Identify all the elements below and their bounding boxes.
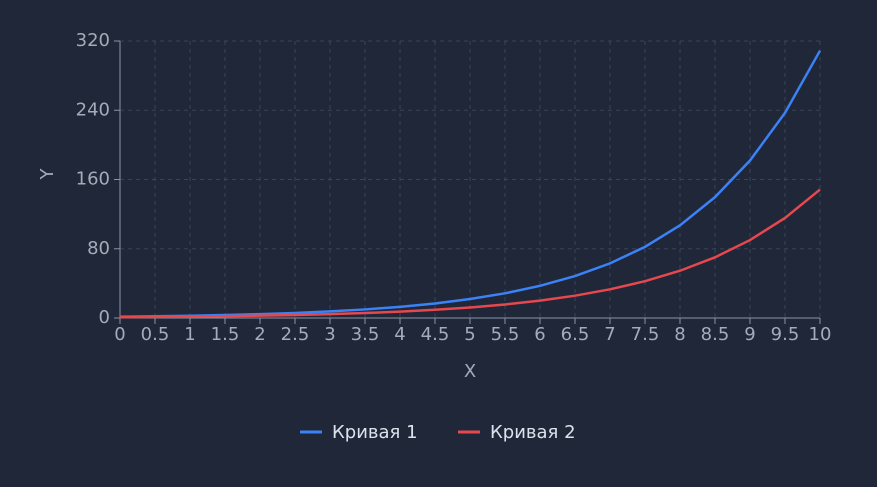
x-tick-label: 0.5	[141, 324, 170, 345]
x-tick-label: 5.5	[491, 324, 520, 345]
legend-label: Кривая 1	[332, 422, 418, 443]
x-tick-label: 0	[114, 324, 125, 345]
y-tick-label: 80	[87, 238, 110, 259]
x-tick-label: 1	[184, 324, 195, 345]
x-tick-label: 4	[394, 324, 405, 345]
x-tick-label: 4.5	[421, 324, 450, 345]
x-tick-label: 9.5	[771, 324, 800, 345]
x-tick-label: 9	[744, 324, 755, 345]
x-tick-label: 6	[534, 324, 545, 345]
x-tick-label: 7	[604, 324, 615, 345]
x-tick-label: 8	[674, 324, 685, 345]
y-tick-label: 240	[76, 99, 110, 120]
x-tick-label: 8.5	[701, 324, 730, 345]
x-tick-label: 1.5	[211, 324, 240, 345]
x-axis-label: X	[464, 361, 476, 382]
line	[119, 188, 821, 319]
x-tick-label: 2.5	[281, 324, 310, 345]
x-tick-label: 3	[324, 324, 335, 345]
x-tick-label: 6.5	[561, 324, 590, 345]
y-tick-label: 0	[99, 307, 110, 328]
line	[119, 50, 822, 318]
x-tick-label: 10	[809, 324, 832, 345]
x-tick-label: 5	[464, 324, 475, 345]
y-axis-label: Y	[37, 168, 58, 181]
y-tick-label: 320	[76, 30, 110, 51]
legend-label: Кривая 2	[490, 422, 576, 443]
x-tick-label: 7.5	[631, 324, 660, 345]
y-tick-label: 160	[76, 169, 110, 190]
x-tick-label: 3.5	[351, 324, 380, 345]
x-tick-label: 2	[254, 324, 265, 345]
